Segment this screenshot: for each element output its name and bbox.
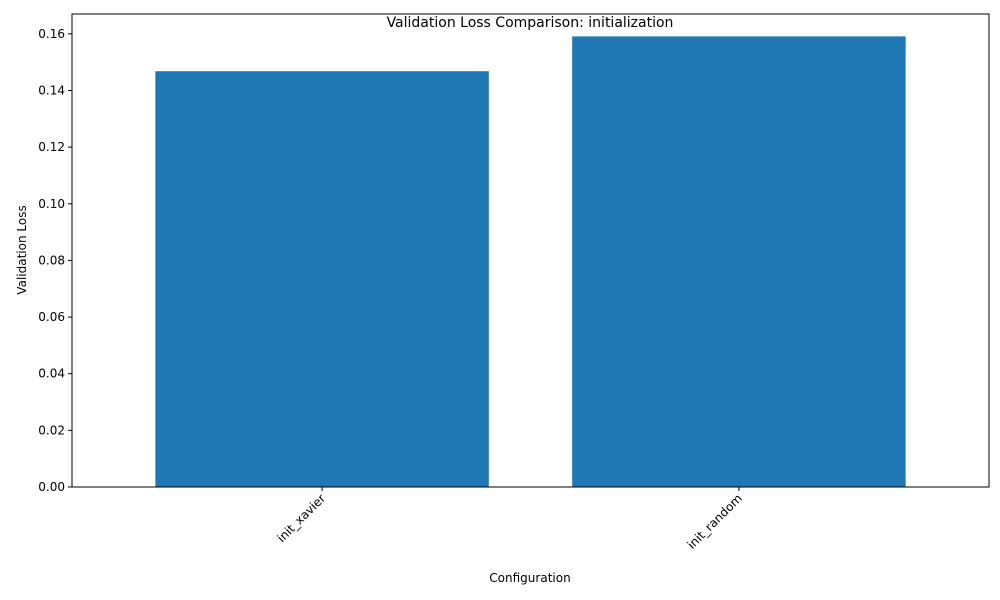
y-axis-title: Validation Loss [15,205,29,294]
y-tick-label: 0.00 [38,480,65,494]
x-tick-label: init_xavier [274,491,328,545]
y-tick-label: 0.14 [38,83,65,97]
bar-init_xavier [155,71,489,488]
x-axis: init_xavier init_random [274,487,745,552]
y-tick-label: 0.10 [38,197,65,211]
bar-init_random [572,36,906,487]
y-tick-label: 0.08 [38,253,65,267]
y-tick-label: 0.16 [38,27,65,41]
plot-frame [71,13,990,488]
y-tick-label: 0.06 [38,310,65,324]
y-tick-label: 0.12 [38,140,65,154]
x-axis-title: Configuration [489,571,570,585]
x-tick-label: init_random [685,491,745,551]
y-tick-label: 0.04 [38,367,65,381]
chart-title: Validation Loss Comparison: initializati… [387,15,674,31]
bars-layer [155,36,906,488]
y-axis: 0.00 0.02 0.04 0.06 0.08 0.10 0.12 0.14 0.16 [38,27,72,494]
y-tick-label: 0.02 [38,423,65,437]
